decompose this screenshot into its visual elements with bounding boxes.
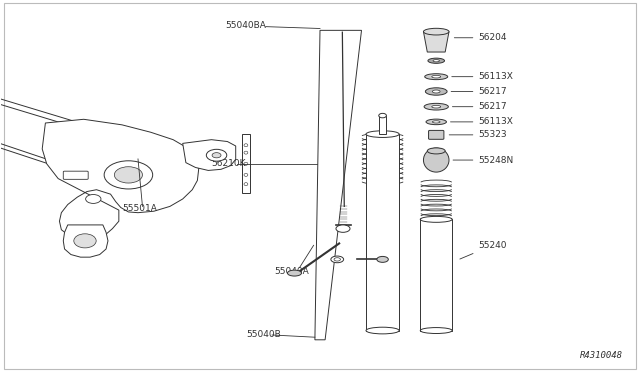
Ellipse shape [244,162,248,165]
Text: 56217: 56217 [451,87,507,96]
Ellipse shape [426,119,447,125]
Text: 56204: 56204 [454,33,507,42]
Ellipse shape [334,258,340,261]
Polygon shape [63,225,108,257]
Text: 55040B: 55040B [246,330,281,340]
Text: 56217: 56217 [452,102,507,111]
Ellipse shape [244,173,248,176]
Ellipse shape [331,256,344,263]
Polygon shape [379,116,387,134]
Ellipse shape [433,90,440,93]
Ellipse shape [74,234,96,248]
Circle shape [212,153,221,158]
Ellipse shape [377,256,388,262]
Ellipse shape [433,121,440,123]
Text: 56113X: 56113X [451,118,513,126]
Text: 55323: 55323 [449,130,507,140]
FancyBboxPatch shape [429,131,444,139]
Ellipse shape [428,58,445,63]
Ellipse shape [366,327,399,334]
FancyBboxPatch shape [4,3,636,369]
Text: 55040A: 55040A [274,267,308,276]
Ellipse shape [424,28,449,35]
Ellipse shape [287,270,301,276]
Ellipse shape [420,328,452,334]
Ellipse shape [433,60,440,62]
Text: R4310048: R4310048 [580,351,623,360]
Ellipse shape [379,113,387,118]
Ellipse shape [424,148,449,172]
Ellipse shape [425,74,448,80]
Ellipse shape [244,151,248,154]
Ellipse shape [426,88,447,95]
Text: 55240: 55240 [460,241,507,259]
Circle shape [206,149,227,161]
Text: 56113X: 56113X [452,72,513,81]
Ellipse shape [336,225,350,232]
Circle shape [115,167,143,183]
Polygon shape [182,140,236,170]
Ellipse shape [244,144,248,147]
Text: 55501A: 55501A [122,204,157,213]
Ellipse shape [428,148,445,154]
Text: 55040BA: 55040BA [225,21,266,30]
Ellipse shape [244,183,248,186]
Ellipse shape [432,105,441,108]
Polygon shape [315,31,362,340]
FancyBboxPatch shape [63,171,88,179]
Ellipse shape [366,131,399,137]
Text: 55248N: 55248N [453,155,514,164]
Polygon shape [366,134,399,331]
Ellipse shape [432,76,441,78]
Polygon shape [242,134,250,193]
Polygon shape [420,219,452,331]
Text: 56210K: 56210K [211,159,246,168]
Circle shape [86,195,101,203]
Ellipse shape [424,103,449,110]
Polygon shape [424,32,449,52]
Circle shape [104,161,153,189]
Polygon shape [42,119,198,238]
Ellipse shape [420,217,452,222]
